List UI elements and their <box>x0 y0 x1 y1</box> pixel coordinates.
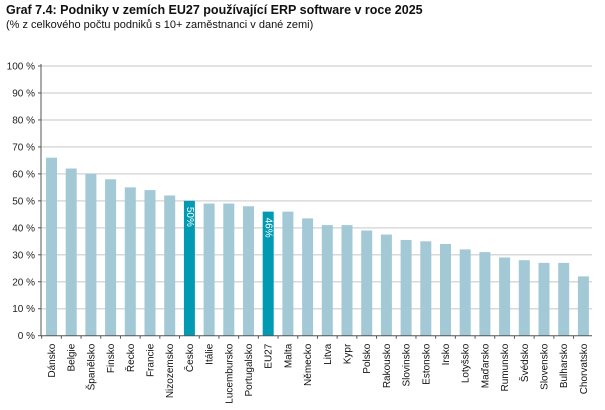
bar-chorvatsko <box>577 276 589 336</box>
x-tick-label: Rumunsko <box>500 343 511 391</box>
bar-dánsko <box>46 157 57 336</box>
x-tick-label: Malta <box>283 343 294 368</box>
x-tick-label: Maďarsko <box>480 343 491 388</box>
bar-slovensko <box>538 262 550 336</box>
x-tick-label: Belgie <box>67 343 78 371</box>
bar-maďarsko <box>479 252 491 336</box>
bar-estonsko <box>420 241 432 336</box>
y-tick-label: 80 % <box>12 115 35 126</box>
x-tick-label: Litva <box>323 343 334 365</box>
bar-malta <box>282 211 294 336</box>
bar-litva <box>321 225 333 336</box>
chart-subtitle: (% z celkového počtu podniků s 10+ zaměs… <box>6 19 314 31</box>
x-tick-label: EU27 <box>264 343 275 368</box>
x-tick-label: Nizozemsko <box>165 343 176 398</box>
y-tick-label: 30 % <box>12 250 35 261</box>
bar-irsko <box>440 244 451 336</box>
x-tick-label: Lotyšsko <box>461 343 472 383</box>
y-tick-label: 20 % <box>12 277 35 288</box>
x-tick-label: Švédsko <box>518 343 531 382</box>
data-label: 46% <box>263 218 274 238</box>
data-label: 50% <box>184 207 195 227</box>
bar-francie <box>144 190 156 336</box>
x-tick-label: Německo <box>303 343 314 386</box>
bar-lotyšsko <box>459 249 471 336</box>
bar-řecko <box>124 187 136 336</box>
y-tick-label: 10 % <box>12 304 35 315</box>
y-tick-label: 90 % <box>12 88 35 99</box>
y-tick-label: 50 % <box>12 196 35 207</box>
y-tick-label: 100 % <box>7 62 35 73</box>
x-tick-label: Kypr <box>343 343 354 364</box>
bar-slovinsko <box>400 239 412 336</box>
y-tick-label: 60 % <box>12 169 35 180</box>
x-tick-label: Itálie <box>205 343 216 365</box>
x-tick-label: Slovensko <box>540 343 551 390</box>
bar-lucembursko <box>223 203 235 336</box>
x-tick-label: Portugalsko <box>244 343 255 396</box>
bar-švédsko <box>518 260 530 336</box>
x-tick-label: Slovinsko <box>402 343 413 386</box>
x-tick-label: Řecko <box>124 343 137 372</box>
bar-německo <box>302 218 314 336</box>
bar-česko <box>183 200 195 336</box>
bar-kypr <box>341 225 353 336</box>
bar-polsko <box>361 230 373 336</box>
bar-itálie <box>203 203 215 336</box>
y-tick-label: 70 % <box>12 142 35 153</box>
bar-nizozemsko <box>164 195 176 336</box>
x-tick-label: Finsko <box>106 343 117 373</box>
y-tick-label: 40 % <box>12 223 35 234</box>
bar-rakousko <box>380 234 392 336</box>
bar-eu27 <box>262 211 274 336</box>
x-tick-label: Česko <box>183 343 196 372</box>
x-tick-label: Lucembursko <box>224 343 235 403</box>
bar-belgie <box>65 168 77 336</box>
bar-rumunsko <box>499 257 511 336</box>
x-tick-label: Irsko <box>441 343 452 365</box>
y-tick-label: 0 % <box>18 331 35 342</box>
x-tick-label: Rakousko <box>382 343 393 388</box>
x-tick-label: Chorvatsko <box>579 343 590 394</box>
x-tick-label: Dánsko <box>47 343 58 377</box>
x-tick-label: Francie <box>146 343 157 377</box>
bar-finsko <box>105 179 117 336</box>
bar-portugalsko <box>243 206 254 336</box>
x-tick-label: Polsko <box>362 343 373 373</box>
x-tick-label: Bulharsko <box>559 343 570 388</box>
chart-title: Graf 7.4: Podniky v zemích EU27 používaj… <box>6 3 423 17</box>
x-tick-label: Španělsko <box>84 343 97 390</box>
bar-španělsko <box>85 173 97 336</box>
x-tick-label: Estonsko <box>421 343 432 385</box>
bar-bulharsko <box>558 262 570 336</box>
